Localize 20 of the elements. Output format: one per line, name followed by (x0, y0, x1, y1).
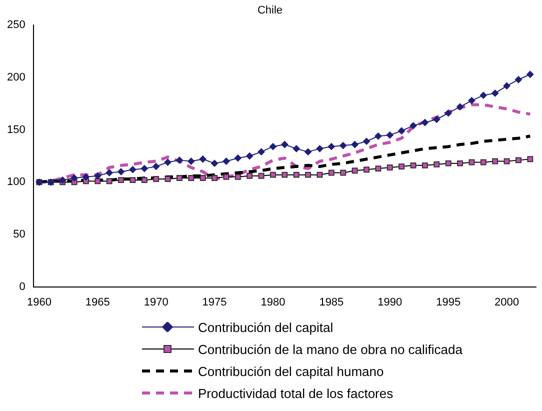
y-tick-label: 0 (19, 280, 26, 293)
y-tick-label: 100 (6, 176, 26, 188)
x-tick-label: 2000 (494, 296, 520, 308)
y-tick-label: 50 (13, 228, 26, 241)
y-tick-label: 150 (6, 124, 26, 136)
x-tick-label: 1990 (378, 296, 402, 308)
x-tick-label: 1980 (260, 296, 286, 308)
y-tick-label: 250 (6, 19, 26, 32)
legend-label: Contribución de la mano de obra no calificada (198, 342, 463, 356)
legend-label: Contribución del capital (198, 320, 334, 334)
chart-title: Chile (257, 4, 283, 17)
x-tick-label: 1975 (202, 296, 227, 308)
x-tick-label: 1970 (144, 296, 168, 308)
x-tick-label: 1965 (85, 296, 110, 308)
x-tick-label: 1960 (26, 296, 52, 308)
y-tick-label: 200 (6, 72, 26, 84)
x-tick-label: 1995 (436, 296, 461, 308)
x-tick-label: 1985 (319, 296, 344, 308)
legend-label: Contribución del capital humano (198, 364, 384, 378)
legend-label: Productividad total de los factores (198, 386, 394, 400)
